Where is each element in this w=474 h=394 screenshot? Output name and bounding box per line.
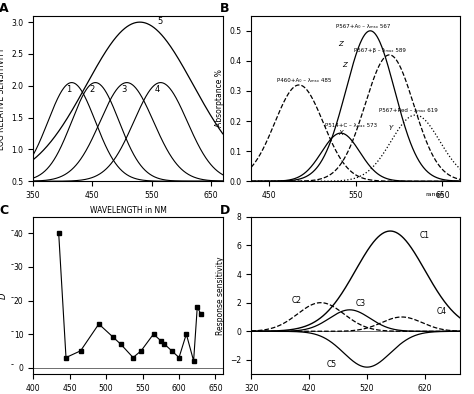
- Text: B: B: [220, 2, 229, 15]
- Text: C3: C3: [356, 299, 365, 308]
- Text: 4: 4: [155, 85, 160, 94]
- Text: 2: 2: [90, 85, 95, 94]
- Y-axis label: LOG RELATIVE SENSITIVITY: LOG RELATIVE SENSITIVITY: [0, 47, 6, 150]
- Y-axis label: Response sensitivity: Response sensitivity: [216, 256, 225, 335]
- Text: X: X: [338, 130, 343, 136]
- Text: C2: C2: [292, 296, 302, 305]
- Text: P567+A₀ – λₘₐₓ 567: P567+A₀ – λₘₐₓ 567: [336, 24, 390, 29]
- Text: -: -: [10, 294, 13, 303]
- Text: D: D: [220, 204, 230, 217]
- Text: C5: C5: [327, 360, 337, 369]
- Y-axis label: D: D: [0, 292, 8, 299]
- Text: C4: C4: [437, 307, 447, 316]
- Text: 3: 3: [121, 85, 126, 94]
- Text: A: A: [0, 2, 9, 15]
- Text: 1: 1: [66, 85, 71, 94]
- Text: 5: 5: [157, 17, 163, 26]
- Text: -: -: [10, 361, 13, 370]
- Text: -: -: [10, 227, 13, 236]
- Text: Y: Y: [389, 125, 393, 131]
- Text: C: C: [0, 204, 8, 217]
- Text: P567+Red – λₘₐₓ 619: P567+Red – λₘₐₓ 619: [379, 108, 438, 113]
- Text: Z: Z: [338, 41, 343, 47]
- Text: Z: Z: [342, 62, 347, 68]
- Text: P460+A₀ – λₘₐₓ 485: P460+A₀ – λₘₐₓ 485: [277, 78, 332, 83]
- Y-axis label: Absorptance %: Absorptance %: [215, 70, 224, 127]
- Text: -: -: [10, 327, 13, 336]
- Text: -: -: [10, 260, 13, 269]
- Text: C1: C1: [419, 231, 429, 240]
- Text: P514+C – λₘₐₓ 573: P514+C – λₘₐₓ 573: [325, 123, 377, 128]
- X-axis label: WAVELENGTH in NM: WAVELENGTH in NM: [90, 206, 166, 214]
- Text: P567+β – λₘₐₓ 589: P567+β – λₘₐₓ 589: [354, 48, 406, 53]
- Text: range: range: [425, 192, 443, 197]
